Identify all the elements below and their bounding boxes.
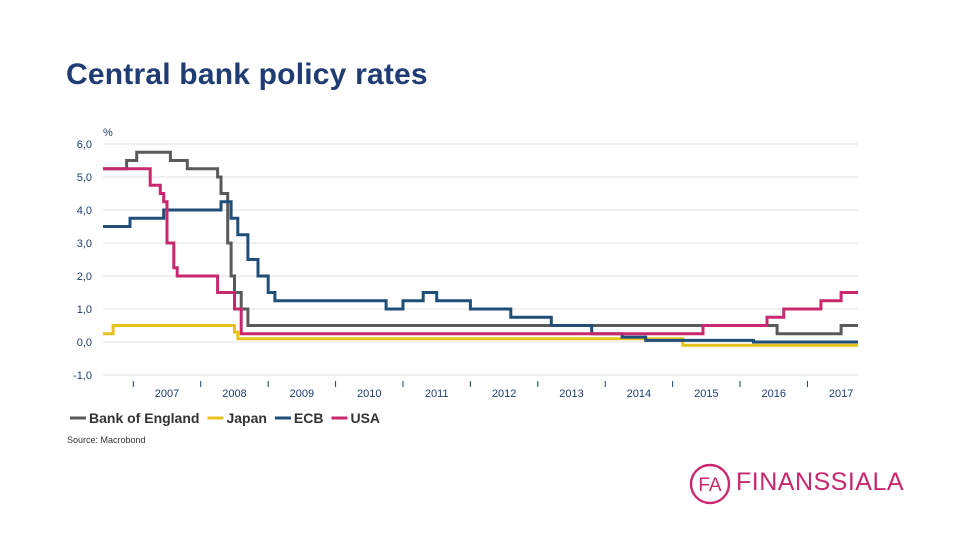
- legend: Bank of England Japan ECB USA: [70, 410, 380, 426]
- y-tick-label: 4,0: [77, 205, 92, 217]
- unit-label: %: [103, 127, 113, 139]
- x-tick-label: 2009: [290, 388, 314, 400]
- y-tick-label: 2,0: [77, 271, 92, 283]
- fa-monogram-icon: FA: [689, 463, 731, 505]
- y-tick-label: -1,0: [73, 370, 92, 382]
- legend-label-usa: USA: [350, 410, 380, 426]
- x-tick-label: 2007: [155, 388, 179, 400]
- y-tick-label: 0,0: [77, 337, 92, 349]
- finanssiala-logo: FA FINANSSIALA: [688, 462, 918, 506]
- x-tick-label: 2013: [559, 388, 583, 400]
- y-axis-ticks: 6,0 5,0 4,0 3,0 2,0 1,0 0,0 -1,0: [73, 139, 92, 382]
- logo-text: FINANSSIALA: [736, 468, 905, 496]
- x-tick-label: 2010: [357, 388, 381, 400]
- x-tick-label: 2011: [425, 388, 449, 400]
- series-line-bank-of-england: [103, 150, 858, 336]
- series-line-usa: [103, 167, 858, 336]
- slide-title: Central bank policy rates: [66, 58, 428, 91]
- logo-monogram: FA: [698, 475, 722, 496]
- x-tick-label: 2016: [761, 388, 785, 400]
- y-tick-label: 3,0: [77, 238, 92, 250]
- x-tick-label: 2012: [492, 388, 516, 400]
- series-line-ecb: [103, 200, 858, 344]
- x-tick-label: 2017: [829, 388, 853, 400]
- x-tick-label: 2014: [627, 388, 651, 400]
- y-tick-label: 5,0: [77, 172, 92, 184]
- y-tick-label: 6,0: [77, 139, 92, 151]
- x-axis: 2007 2008 2009 2010 2011 2012 2013 2014 2015 2016…: [132, 381, 853, 400]
- x-tick-label: 2008: [222, 388, 246, 400]
- legend-label-japan: Japan: [226, 410, 266, 426]
- legend-label-bank-of-england: Bank of England: [89, 410, 199, 426]
- x-tick-label: 2015: [694, 388, 718, 400]
- y-tick-label: 1,0: [77, 304, 92, 316]
- source-label: Source: Macrobond: [67, 435, 146, 445]
- legend-label-ecb: ECB: [294, 410, 324, 426]
- series-line-japan: [103, 324, 858, 347]
- series-lines: [103, 150, 858, 347]
